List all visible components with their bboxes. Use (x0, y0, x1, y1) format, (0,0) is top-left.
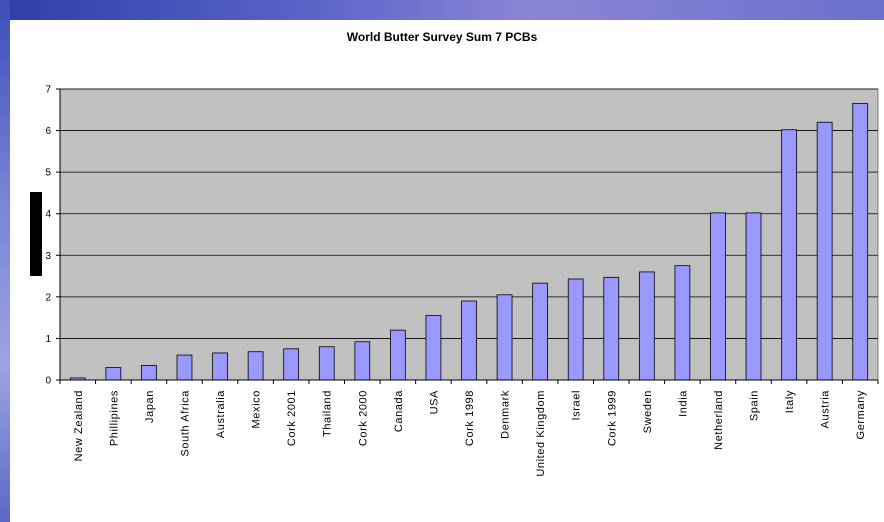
x-tick-label: New Zealand (73, 390, 85, 461)
x-tick-label: USA (428, 390, 440, 414)
bar-netherland (710, 212, 726, 381)
y-axis: 0 1 2 3 4 5 6 7 (45, 85, 61, 387)
bar-india (674, 265, 691, 381)
bar-germany (852, 103, 869, 381)
x-tick-label: South Africa (179, 390, 191, 457)
y-tick-label: 5 (45, 168, 51, 179)
bar-south-africa (176, 354, 193, 381)
bar-cork-1998 (461, 300, 477, 381)
y-tick-label: 1 (45, 334, 51, 345)
x-tick-label: Germany (855, 390, 867, 439)
x-tick-label: Sweden (642, 390, 654, 433)
black-marker-block (30, 192, 42, 276)
bar-phillipines (105, 367, 122, 381)
x-tick-label: India (677, 390, 689, 417)
x-tick-label: Israel (571, 390, 583, 421)
x-axis: New Zealand Phillipines Japan South Africa A… (59, 379, 879, 477)
x-tick-label: Cork 2001 (286, 390, 298, 446)
x-tick-label: Italy (784, 390, 796, 413)
bar-austria (816, 121, 833, 381)
y-tick-label: 3 (45, 251, 51, 262)
bar-israel (567, 278, 584, 381)
x-tick-label: Japan (144, 390, 156, 423)
bar-spain (745, 212, 762, 381)
x-tick-label: Cork 2000 (357, 390, 369, 446)
x-tick-label: Thailand (322, 390, 334, 437)
x-tick-label: Netherland (713, 390, 725, 450)
bar-united-kingdom (532, 282, 548, 381)
bar-italy (781, 129, 797, 381)
y-tick-label: 2 (45, 292, 51, 303)
x-tick-label: Cork 1998 (464, 390, 476, 446)
x-tick-label: Mexico (251, 390, 263, 428)
bar-mexico (247, 351, 264, 381)
y-tick-label: 4 (45, 209, 51, 220)
x-tick-label: Canada (393, 390, 405, 432)
bar-cork-2001 (283, 348, 300, 381)
bar-usa (425, 315, 442, 381)
bar-denmark (496, 294, 513, 381)
y-tick-label: 0 (45, 376, 51, 387)
left-decorative-band (0, 0, 10, 522)
bar-cork-2000 (354, 341, 371, 381)
chart-title: World Butter Survey Sum 7 PCBs (346, 30, 538, 44)
bar-sweden (638, 271, 655, 381)
bars (69, 103, 869, 381)
bar-thailand (318, 346, 335, 381)
bar-canada (390, 329, 406, 381)
x-tick-label: Denmark (500, 390, 512, 439)
top-decorative-band (0, 0, 884, 20)
x-tick-label: United Kingdom (535, 390, 547, 477)
y-tick-label: 6 (45, 126, 51, 137)
x-tick-label: Phillipines (108, 390, 120, 446)
bar-japan (141, 365, 157, 381)
bar-australia (212, 352, 228, 381)
x-tick-label: Spain (749, 390, 761, 421)
y-tick-label: 7 (45, 85, 51, 96)
x-tick-label: Cork 1999 (606, 390, 618, 446)
bar-cork-1999 (603, 276, 620, 381)
x-tick-label: Austria (820, 390, 832, 429)
x-tick-label: Australia (215, 390, 227, 438)
